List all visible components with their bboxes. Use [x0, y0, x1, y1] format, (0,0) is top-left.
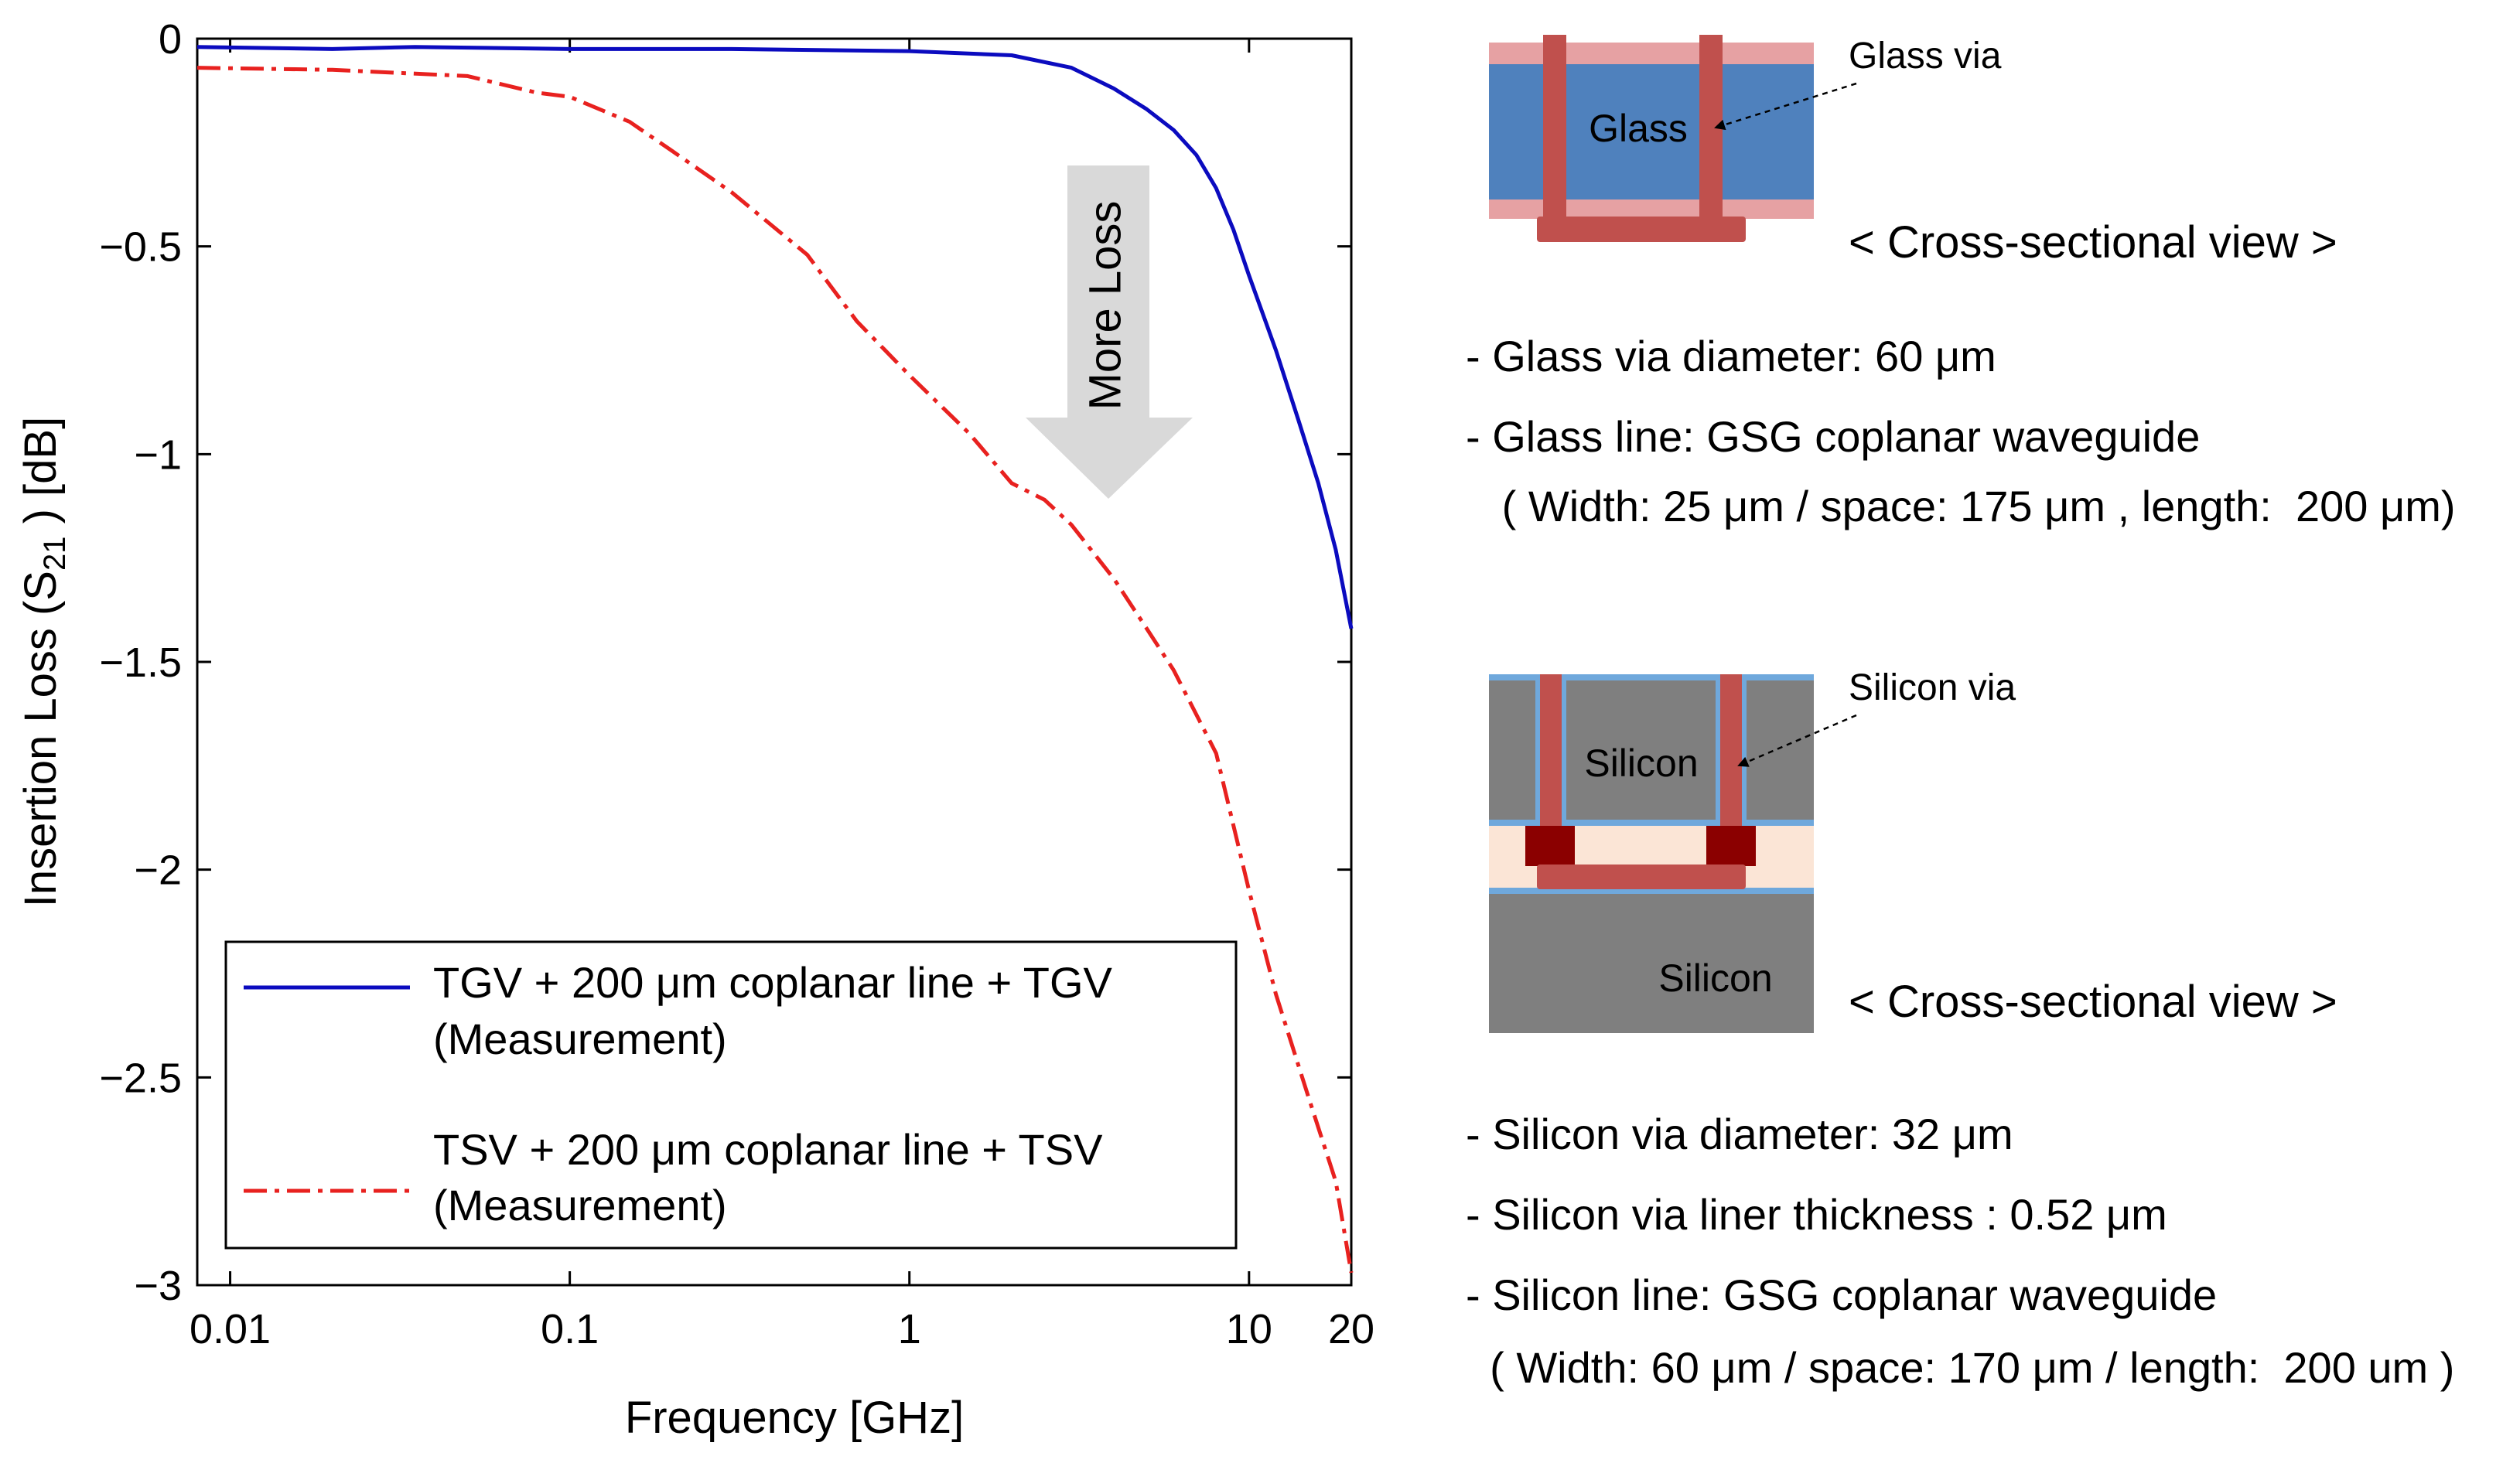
more-loss-arrow: More Loss — [1026, 165, 1193, 499]
silicon-via-pointer — [1737, 714, 1857, 767]
glass-via-label: Glass via — [1849, 36, 2002, 77]
x-axis-title: Frequency [GHz] — [625, 1393, 964, 1443]
silicon-bottom-label: Silicon — [1658, 957, 1772, 1000]
y-tick-label: −2.5 — [99, 1055, 182, 1101]
glass-view-caption: < Cross-sectional view > — [1849, 217, 2337, 268]
legend-box — [224, 940, 1238, 1250]
silicon-spec-item: - Silicon line: GSG coplanar waveguide — [1466, 1270, 2218, 1319]
glass-spec-item: - Glass via diameter: 60 μm — [1466, 332, 1996, 380]
glass-top-liner — [1489, 43, 1814, 64]
line-chart: More Loss 0.01 0.1 1 10 20 0 −0.5 −1 −1.5 −2 −2.5 −… — [15, 16, 1374, 1443]
y-tick-label: −1.5 — [99, 639, 182, 686]
silicon-view-caption: < Cross-sectional view > — [1849, 977, 2337, 1027]
silicon-via-right — [1720, 674, 1742, 826]
legend: TGV + 200 μm coplanar line + TGV (Measur… — [224, 940, 1238, 1250]
glass-via-right — [1699, 35, 1723, 228]
legend-label-tgv: TGV + 200 μm coplanar line + TGV — [433, 958, 1113, 1007]
legend-label-tgv-sub: (Measurement) — [433, 1015, 727, 1063]
glass-spec-item: - Glass line: GSG coplanar waveguide — [1466, 412, 2201, 461]
silicon-spec-item: - Silicon via diameter: 32 μm — [1466, 1110, 2013, 1158]
glass-via-left — [1543, 35, 1566, 228]
glass-material-label: Glass — [1589, 107, 1688, 150]
axis-ticks: 0.01 0.1 1 10 20 0 −0.5 −1 −1.5 −2 −2.5 −3 — [99, 16, 1374, 1352]
y-axis-title: Insertion Loss (S21 ) [dB] — [15, 417, 72, 907]
x-tick-label: 10 — [1226, 1306, 1272, 1352]
silicon-via-left — [1540, 674, 1562, 826]
glass-via-pointer — [1714, 82, 1857, 131]
y-tick-label: −1 — [134, 431, 182, 478]
silicon-bottom-block — [1489, 894, 1814, 1033]
x-tick-label: 0.01 — [190, 1306, 271, 1352]
silicon-top-liner — [1489, 674, 1814, 680]
series-layer — [196, 45, 1354, 1274]
silicon-spec-item: - Silicon via liner thickness : 0.52 μm — [1466, 1190, 2167, 1239]
silicon-mid-liner — [1489, 820, 1814, 826]
glass-spec-item: ( Width: 25 μm / space: 175 μm , length:… — [1466, 482, 2456, 530]
y-tick-label: −0.5 — [99, 224, 182, 271]
silicon-spec-item: ( Width: 60 μm / space: 170 μm / length:… — [1466, 1343, 2455, 1392]
more-loss-arrow-shape — [1026, 165, 1193, 499]
x-tick-label: 20 — [1328, 1306, 1374, 1352]
legend-label-tsv-sub: (Measurement) — [433, 1181, 727, 1229]
series-line-tsv — [196, 66, 1354, 1274]
legend-label-tsv: TSV + 200 μm coplanar line + TSV — [433, 1125, 1103, 1174]
y-tick-label: −2 — [134, 847, 182, 894]
x-tick-label: 1 — [898, 1306, 921, 1352]
x-tick-label: 0.1 — [541, 1306, 599, 1352]
silicon-top-label: Silicon — [1584, 742, 1698, 785]
silicon-pad-left — [1525, 826, 1575, 866]
more-loss-label: More Loss — [1080, 201, 1130, 411]
silicon-pad-right — [1706, 826, 1756, 866]
glass-cross-section: Glass Glass via — [1489, 35, 2002, 242]
silicon-bottom-liner — [1489, 888, 1814, 894]
silicon-bottom-line — [1537, 864, 1746, 889]
glass-bottom-liner — [1489, 200, 1814, 219]
silicon-cross-section: Silicon Silicon Silicon via — [1489, 667, 2016, 1033]
series-line-tgv — [196, 45, 1354, 629]
y-tick-label: 0 — [159, 16, 182, 63]
y-tick-label: −3 — [134, 1263, 182, 1309]
glass-bottom-line — [1537, 217, 1746, 242]
silicon-via-label: Silicon via — [1849, 667, 2016, 708]
